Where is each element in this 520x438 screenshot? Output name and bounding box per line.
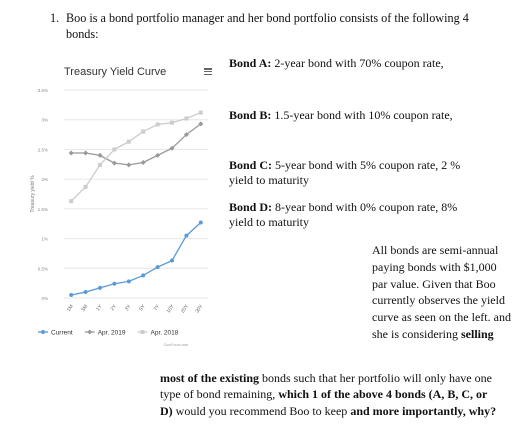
- legend-label: Apr. 2019: [98, 330, 126, 337]
- y-tick-label: 0%: [41, 296, 48, 301]
- data-point: [155, 265, 160, 270]
- data-point: [69, 293, 74, 298]
- y-tick-label: 3.5%: [38, 88, 48, 93]
- x-tick-label: 1M: [66, 304, 75, 313]
- bond-c: Bond C: 5-year bond with 5% coupon rate,…: [229, 158, 479, 188]
- question-prompt: most of the existing bonds such that her…: [160, 370, 500, 419]
- data-point: [198, 121, 204, 127]
- chart-source: CuroFocus.com: [164, 343, 189, 347]
- chart-title: Treasury Yield Curve: [64, 66, 167, 78]
- prompt-text-2: would you recommend Boo to keep: [172, 403, 351, 418]
- legend-label: Current: [51, 330, 73, 337]
- y-tick-label: 1.5%: [38, 207, 48, 212]
- y-tick-label: 1%: [41, 237, 48, 242]
- data-point: [126, 162, 132, 168]
- legend-label: Apr. 2018: [151, 330, 179, 337]
- bond-d-label: Bond D:: [229, 200, 273, 214]
- data-point: [141, 273, 146, 278]
- data-point: [198, 110, 203, 115]
- bond-a: Bond A: 2-year bond with 70% coupon rate…: [229, 56, 499, 71]
- bond-d-desc: 8-year bond with 0% coupon rate, 8% yiel…: [229, 200, 458, 229]
- question-intro: 1. Boo is a bond portfolio manager and h…: [50, 10, 490, 42]
- y-tick-label: 3%: [41, 118, 48, 123]
- data-point: [111, 160, 117, 166]
- data-point: [198, 220, 203, 225]
- legend-marker: [87, 329, 93, 335]
- data-point: [126, 279, 131, 284]
- bond-c-label: Bond C:: [229, 158, 273, 172]
- y-tick-label: 2.5%: [38, 147, 48, 152]
- data-point: [112, 147, 117, 152]
- data-point: [183, 132, 189, 138]
- data-point: [170, 258, 174, 263]
- x-tick-label: 10Y: [166, 303, 176, 314]
- data-point: [184, 233, 189, 238]
- data-point: [169, 145, 175, 151]
- y-axis-title: Treasury yield %: [30, 175, 36, 213]
- prompt-bold-3: and more importantly, why?: [350, 403, 497, 418]
- bond-c-desc: 5-year bond with 5% coupon rate, 2 % yie…: [229, 158, 461, 187]
- x-tick-label: 3Y: [124, 303, 133, 312]
- series-line: [71, 123, 202, 166]
- x-tick-label: 7Y: [153, 303, 162, 312]
- x-tick-label: 5Y: [138, 303, 147, 312]
- side-text-bold: selling: [461, 326, 494, 341]
- data-point: [141, 129, 146, 134]
- y-tick-label: 2%: [41, 177, 48, 182]
- x-tick-label: 30Y: [194, 303, 204, 314]
- data-point: [170, 120, 174, 125]
- data-point: [83, 290, 88, 295]
- bond-b: Bond B: 1.5-year bond with 10% coupon ra…: [229, 108, 499, 123]
- data-point: [68, 150, 74, 156]
- prompt-text-1: bonds such that her portfolio will only …: [160, 371, 492, 402]
- x-tick-label: 3M: [80, 304, 89, 313]
- bond-details-text: All bonds are semi-annual paying bonds w…: [372, 242, 512, 343]
- data-point: [69, 199, 74, 204]
- y-tick-label: 0.5%: [38, 266, 48, 271]
- chart-menu-icon[interactable]: [204, 68, 212, 76]
- series-line: [70, 111, 202, 202]
- legend-marker: [140, 330, 145, 334]
- data-point: [112, 281, 117, 286]
- series-line: [71, 222, 202, 296]
- side-text-body: All bonds are semi-annual paying bonds w…: [372, 243, 511, 341]
- question-intro-text: Boo is a bond portfolio manager and her …: [66, 11, 469, 41]
- chart-plot: 0% 0.5% 1% 1.5% 2% 2.5% 3% 3.5% Treasury yield %…: [30, 88, 208, 347]
- x-tick-label: 20Y: [180, 303, 190, 314]
- data-point: [155, 122, 160, 127]
- yield-curve-chart: Treasury Yield Curve 0% 0.5% 1% 1.5% 2% 2.5% 3…: [30, 52, 220, 357]
- data-point: [83, 150, 89, 156]
- prompt-bold-1: most of the existing: [160, 371, 259, 385]
- data-point: [140, 160, 146, 166]
- question-number: 1.: [50, 11, 60, 25]
- data-point: [98, 285, 102, 290]
- bond-b-label: Bond B:: [229, 108, 272, 122]
- bond-a-label: Bond A:: [229, 56, 272, 70]
- data-point: [97, 152, 103, 158]
- data-point: [155, 152, 161, 158]
- x-tick-label: 1Y: [95, 303, 104, 312]
- legend-marker: [41, 330, 45, 334]
- bond-b-desc: 1.5-year bond with 10% coupon rate,: [274, 108, 453, 122]
- x-tick-label: 2Y: [110, 303, 119, 312]
- data-point: [184, 116, 189, 121]
- data-point: [98, 162, 102, 167]
- data-point: [126, 139, 131, 144]
- bond-a-desc: 2-year bond with 70% coupon rate,: [274, 56, 444, 70]
- prompt-bold-2: which 1 of the above 4 bonds (A, B, C, o…: [160, 387, 488, 418]
- data-point: [83, 184, 88, 189]
- bond-d: Bond D: 8-year bond with 0% coupon rate,…: [229, 200, 479, 230]
